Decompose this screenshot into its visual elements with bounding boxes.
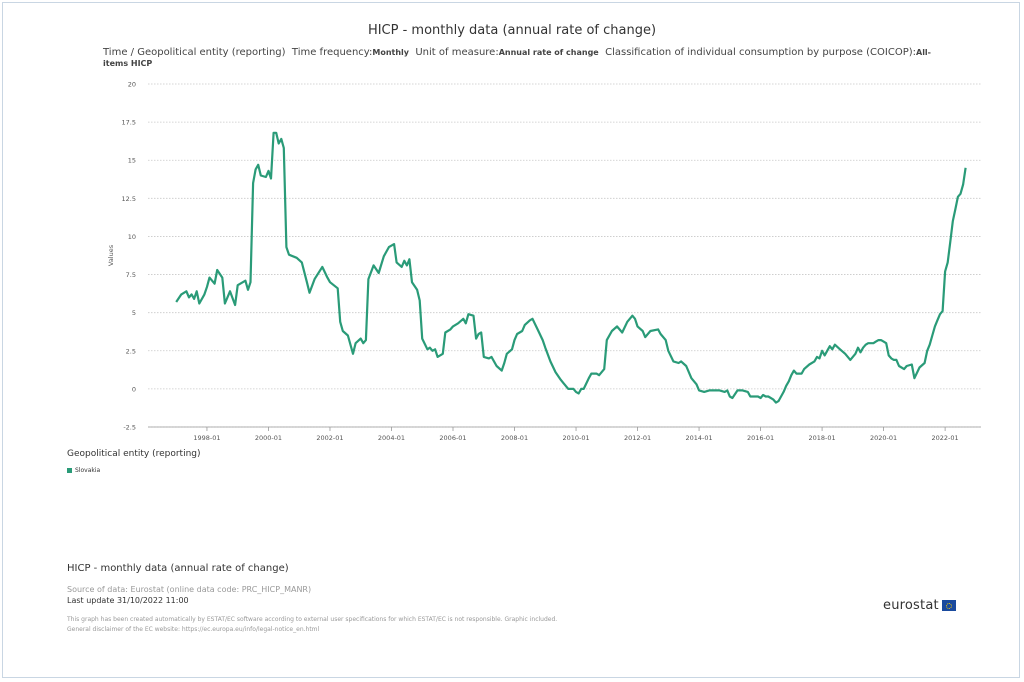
x-tick-label: 2000-01	[255, 434, 282, 442]
legend-label: Slovakia	[75, 467, 101, 474]
footer-title: HICP - monthly data (annual rate of chan…	[67, 563, 289, 574]
y-tick-label: 12.5	[122, 195, 136, 203]
y-tick-label: 15	[128, 157, 136, 165]
y-tick-label: 20	[128, 81, 136, 89]
logo-text: eurostat	[883, 598, 939, 613]
dim-frequency-value: Monthly	[372, 48, 409, 57]
dim-unit-value: Annual rate of change	[498, 48, 599, 57]
x-tick-label: 2020-01	[870, 434, 897, 442]
x-tick-label: 2010-01	[562, 434, 589, 442]
legend-swatch	[67, 468, 72, 473]
last-update: Last update 31/10/2022 11:00	[67, 596, 189, 605]
y-tick-label: 10	[128, 233, 136, 241]
x-tick-label: 2018-01	[809, 434, 836, 442]
disclaimer: This graph has been created automaticall…	[67, 615, 557, 635]
dim-unit-label: Unit of measure:	[415, 47, 499, 58]
x-tick-label: 1998-01	[193, 434, 220, 442]
chart-dimensions: Time / Geopolitical entity (reporting) T…	[103, 47, 933, 69]
x-tick-label: 2006-01	[439, 434, 466, 442]
series-line-slovakia	[175, 131, 967, 404]
x-tick-label: 2022-01	[932, 434, 959, 442]
x-tick-label: 2012-01	[624, 434, 651, 442]
disclaimer-line-2: General disclaimer of the EC website: ht…	[67, 626, 320, 633]
eu-flag-icon	[941, 600, 956, 611]
dim-time-geo: Time / Geopolitical entity (reporting)	[103, 47, 286, 58]
y-axis-label: Values	[107, 244, 115, 266]
dim-coicop-label: Classification of individual consumption…	[605, 47, 916, 58]
x-tick-label: 2014-01	[685, 434, 712, 442]
y-tick-label: 0	[132, 385, 136, 393]
x-tick-label: 2002-01	[316, 434, 343, 442]
x-tick-label: 2004-01	[378, 434, 405, 442]
chart-title: HICP - monthly data (annual rate of chan…	[367, 23, 657, 38]
eurostat-logo: eurostat	[883, 598, 956, 613]
y-tick-label: 17.5	[122, 119, 136, 127]
x-tick-label: 2016-01	[747, 434, 774, 442]
y-tick-label: 2.5	[126, 347, 136, 355]
disclaimer-line-1: This graph has been created automaticall…	[67, 616, 558, 623]
y-tick-label: -2.5	[123, 424, 136, 432]
dim-coicop-value: All-items HICP	[103, 48, 931, 68]
legend-item-slovakia[interactable]: Slovakia	[67, 467, 100, 474]
dim-frequency-label: Time frequency:	[291, 47, 373, 58]
x-tick-label: 2008-01	[501, 434, 528, 442]
legend-title: Geopolitical entity (reporting)	[67, 449, 201, 459]
y-tick-label: 5	[132, 309, 136, 317]
source-note: Source of data: Eurostat (online data co…	[67, 585, 312, 594]
y-tick-label: 7.5	[126, 271, 136, 279]
